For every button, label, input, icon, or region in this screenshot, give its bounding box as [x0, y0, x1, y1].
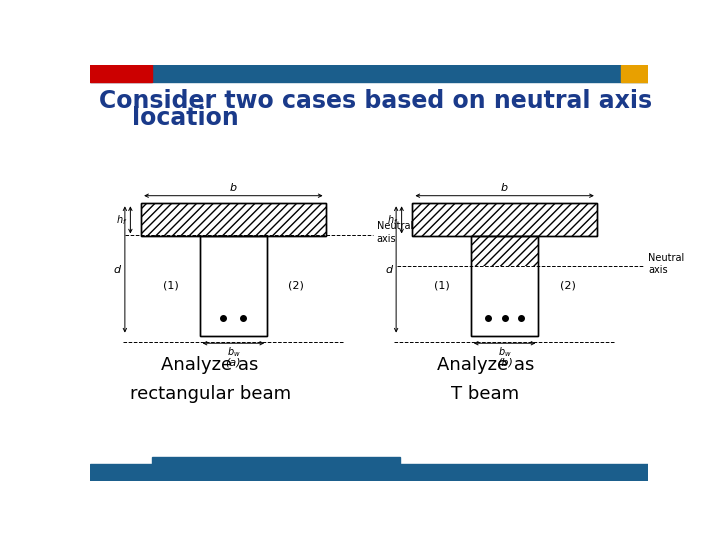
Bar: [141, 204, 325, 237]
Bar: [90, 464, 648, 481]
Bar: [141, 204, 325, 237]
Bar: [413, 204, 597, 237]
Bar: [413, 204, 597, 237]
Text: $b$: $b$: [500, 181, 509, 193]
Text: (2): (2): [289, 281, 305, 291]
Text: Neutral
axis: Neutral axis: [377, 221, 413, 244]
Bar: [199, 237, 267, 335]
Bar: [141, 204, 325, 237]
Text: (2): (2): [559, 281, 575, 291]
Text: (b): (b): [497, 357, 513, 367]
Bar: [621, 65, 648, 82]
Text: $b_w$: $b_w$: [227, 346, 240, 359]
Text: Consider two cases based on neutral axis: Consider two cases based on neutral axis: [99, 90, 652, 113]
Text: Analyze as
T beam: Analyze as T beam: [436, 356, 534, 403]
Bar: [152, 457, 400, 464]
Text: $h_f$: $h_f$: [387, 213, 399, 227]
Bar: [471, 237, 539, 266]
Bar: [413, 204, 597, 237]
Bar: [471, 237, 539, 335]
Text: $b$: $b$: [229, 181, 238, 193]
Bar: [199, 237, 267, 335]
Text: Neutral
axis: Neutral axis: [648, 253, 684, 275]
Text: $d$: $d$: [384, 264, 394, 275]
Text: location: location: [99, 106, 239, 130]
Text: (1): (1): [434, 281, 449, 291]
Bar: [90, 65, 152, 82]
Text: $b_w$: $b_w$: [498, 346, 511, 359]
Text: (1): (1): [163, 281, 179, 291]
Bar: [471, 237, 539, 335]
Text: Analyze as
rectangular beam: Analyze as rectangular beam: [130, 356, 291, 403]
Text: $h_f$: $h_f$: [116, 213, 127, 227]
Text: $d$: $d$: [114, 264, 122, 275]
Bar: [90, 65, 648, 82]
Text: (a): (a): [225, 357, 241, 367]
